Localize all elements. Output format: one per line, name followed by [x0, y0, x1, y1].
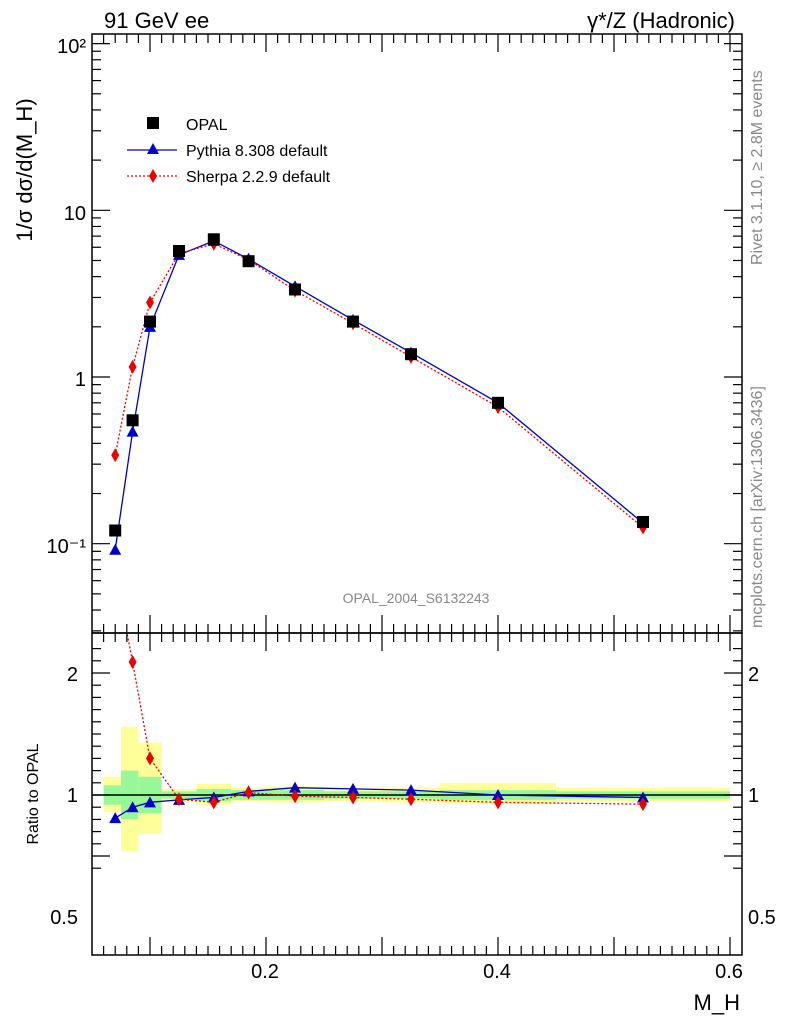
- axis-ticks: [92, 34, 742, 955]
- ratio-point-sherpa: [639, 797, 647, 812]
- ratio-point-sherpa: [407, 792, 415, 807]
- ratio-series-layer: [109, 565, 649, 824]
- main-y-tick-label: 10²: [57, 36, 86, 58]
- main-point-pythia: [109, 543, 122, 555]
- ratio-point-pythia: [492, 789, 504, 800]
- main-point-sherpa: [128, 359, 137, 374]
- ratio-line-sherpa: [126, 633, 644, 805]
- ratio-y-tick-label-right: 1: [748, 785, 759, 807]
- ratio-point-sherpa: [291, 789, 299, 804]
- ratio-point-pythia: [347, 782, 359, 794]
- ratio-y-tick-labels: 0.5 1 2 0.5 1 2: [50, 664, 776, 929]
- main-point-opal: [289, 283, 301, 296]
- main-point-sherpa: [111, 448, 120, 463]
- legend-marker-pythia: [147, 143, 159, 154]
- x-tick-label: 0.6: [715, 961, 743, 983]
- x-tick-labels: 0.2 0.4 0.6: [251, 961, 743, 983]
- main-line-sherpa: [114, 243, 644, 529]
- ratio-y-tick-label: 1: [67, 785, 78, 807]
- ratio-point-sherpa: [349, 790, 357, 805]
- main-point-opal: [126, 414, 139, 427]
- ratio-y-tick-label: 0.5: [50, 907, 78, 929]
- main-point-opal: [347, 315, 359, 328]
- ratio-point-pythia: [637, 791, 649, 803]
- ratio-point-pythia: [289, 781, 301, 793]
- legend-marker-sherpa: [149, 169, 157, 183]
- x-axis-title: M_H: [694, 990, 740, 1015]
- main-y-tick-label: 1: [75, 369, 86, 391]
- ratio-point-sherpa: [146, 751, 154, 766]
- ratio-point-sherpa: [111, 565, 119, 579]
- ratio-point-pythia: [144, 796, 156, 808]
- ratio-point-sherpa: [244, 785, 253, 800]
- main-y-axis-title: 1/σ dσ/d(M_H): [12, 98, 37, 241]
- ratio-point-sherpa: [128, 655, 137, 670]
- main-y-tick-labels: 10⁻¹ 1 10 10²: [47, 36, 87, 558]
- main-point-opal: [173, 244, 185, 257]
- ratio-y-tick-label-right: 2: [748, 664, 759, 686]
- main-line-pythia: [114, 240, 644, 550]
- side-text-rivet: Rivet 3.1.10, ≥ 2.8M events: [749, 70, 766, 265]
- legend-label-sherpa: Sherpa 2.2.9 default: [186, 169, 331, 186]
- ratio-y-tick-label-right: 0.5: [748, 907, 776, 929]
- ratio-point-sherpa: [175, 792, 183, 807]
- ratio-point-pythia: [109, 812, 122, 824]
- ratio-point-pythia: [126, 801, 139, 813]
- main-point-opal: [405, 348, 417, 361]
- main-point-opal: [492, 396, 504, 409]
- legend-marker-opal: [147, 117, 159, 129]
- ratio-point-sherpa: [209, 795, 218, 810]
- main-y-tick-label: 10: [64, 203, 86, 225]
- legend-label-pythia: Pythia 8.308 default: [186, 143, 328, 160]
- ratio-y-axis-title: Ratio to OPAL: [25, 743, 42, 844]
- legend: OPAL Pythia 8.308 default Sherpa 2.2.9 d…: [127, 117, 331, 186]
- main-point-sherpa: [146, 295, 154, 310]
- header-right: γ*/Z (Hadronic): [587, 8, 735, 33]
- ratio-point-pythia: [405, 784, 417, 796]
- main-series-layer: [109, 233, 649, 555]
- ratio-y-tick-label: 2: [67, 664, 78, 686]
- header-left: 91 GeV ee: [104, 8, 209, 33]
- main-point-opal: [109, 524, 122, 537]
- x-tick-label: 0.4: [483, 961, 511, 983]
- side-text-mcplots: mcplots.cern.ch [arXiv:1306.3436]: [749, 386, 766, 628]
- ratio-uncertainty-bands: [103, 726, 730, 852]
- ratio-point-sherpa: [494, 795, 502, 810]
- main-point-opal: [144, 315, 156, 328]
- main-y-tick-label: 10⁻¹: [47, 536, 87, 558]
- legend-label-opal: OPAL: [186, 117, 228, 134]
- main-point-opal: [207, 233, 220, 246]
- x-tick-label: 0.2: [251, 961, 279, 983]
- main-point-opal: [637, 515, 649, 528]
- main-point-pythia: [126, 425, 139, 437]
- main-point-opal: [242, 255, 255, 268]
- analysis-watermark: OPAL_2004_S6132243: [343, 590, 490, 606]
